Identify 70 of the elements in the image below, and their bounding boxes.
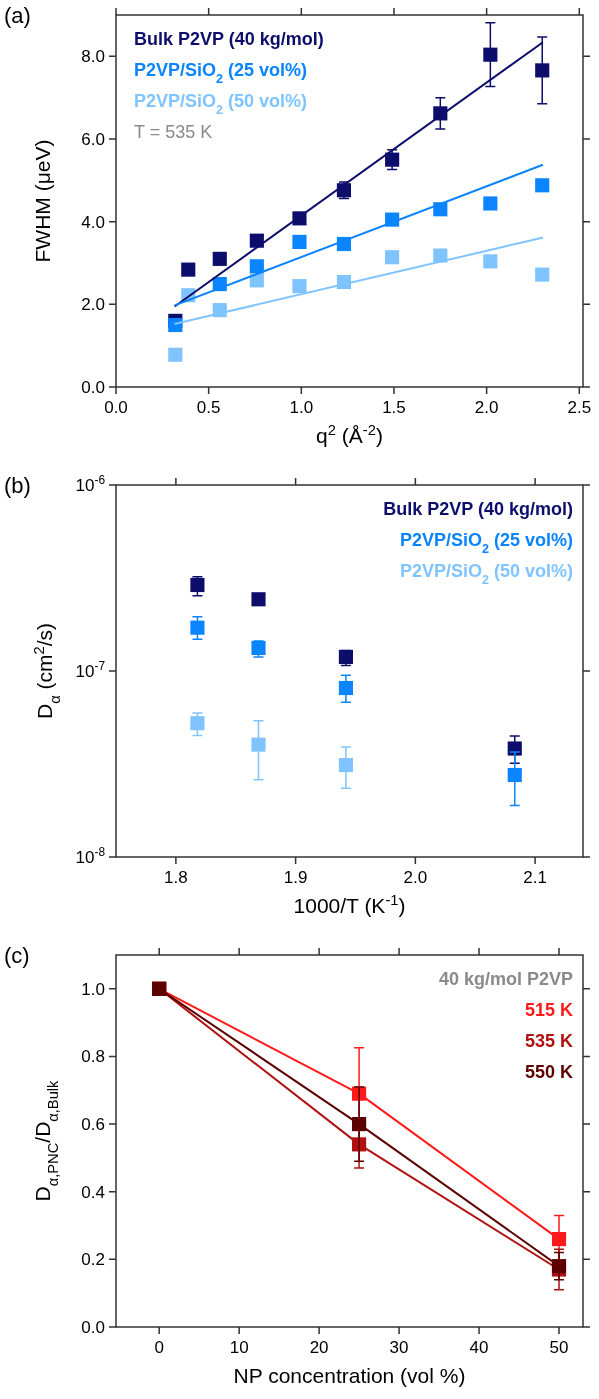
point bbox=[551, 1232, 567, 1247]
text: 515 K bbox=[524, 1000, 573, 1020]
point bbox=[483, 196, 498, 211]
point bbox=[249, 259, 264, 274]
point bbox=[212, 251, 227, 266]
point bbox=[168, 347, 183, 362]
y-axis-title: FWHM (μeV) bbox=[31, 139, 54, 263]
x-tick-label: 2.1 bbox=[523, 868, 547, 887]
point bbox=[190, 620, 205, 635]
x-tick-label: 2.0 bbox=[474, 398, 499, 417]
x-tick-label: 1.0 bbox=[289, 398, 314, 417]
point bbox=[433, 248, 448, 263]
text: Bulk P2VP (40 kg/mol) bbox=[134, 29, 324, 49]
point bbox=[483, 47, 498, 62]
point bbox=[251, 592, 266, 607]
x-tick-label: 10 bbox=[229, 1338, 249, 1357]
point bbox=[483, 254, 498, 269]
x-tick-label: 30 bbox=[389, 1338, 409, 1357]
x-tick-label: 40 bbox=[469, 1338, 489, 1357]
y-tick-label: 0.4 bbox=[81, 1182, 105, 1202]
point bbox=[385, 250, 400, 265]
text: Bulk P2VP (40 kg/mol) bbox=[383, 499, 573, 519]
x-tick-label: 0.5 bbox=[196, 398, 221, 417]
point bbox=[352, 1117, 367, 1132]
y-tick-label: 0.2 bbox=[81, 1250, 105, 1270]
point bbox=[535, 178, 550, 193]
x-axis-title: 1000/T (K$^{-1}$) bbox=[293, 892, 406, 917]
x-axis-title: NP concentration (vol %) bbox=[233, 1364, 466, 1387]
x-tick-label: 1.8 bbox=[164, 868, 188, 887]
text: (a) bbox=[4, 3, 31, 28]
y-tick-label: 10$^{-7}$ bbox=[75, 659, 106, 681]
text: P2VP/SiO$_{2}$ (25 vol%) bbox=[399, 530, 573, 556]
y-tick-label: 0.0 bbox=[81, 1318, 105, 1337]
point bbox=[507, 767, 522, 783]
x-tick-label: 2.0 bbox=[403, 868, 428, 887]
point bbox=[190, 716, 205, 731]
y-tick-label: 10$^{-8}$ bbox=[75, 845, 106, 867]
x-tick-label: 0 bbox=[154, 1338, 164, 1357]
point bbox=[190, 577, 205, 593]
text: (b) bbox=[4, 473, 31, 498]
point bbox=[251, 737, 266, 752]
annotation: T = 535 K bbox=[134, 122, 213, 142]
point bbox=[168, 317, 183, 333]
x-tick-label: 1.5 bbox=[382, 398, 406, 417]
y-tick-label: 2.0 bbox=[81, 295, 105, 315]
text: 535 K bbox=[524, 1031, 573, 1051]
y-tick-label: 10$^{-6}$ bbox=[75, 473, 106, 495]
point bbox=[292, 234, 307, 249]
x-tick-label: 50 bbox=[549, 1338, 569, 1357]
text: P2VP/SiO$_{2}$ (25 vol%) bbox=[134, 60, 308, 86]
text: (c) bbox=[4, 943, 30, 968]
point bbox=[535, 267, 550, 282]
point bbox=[181, 262, 196, 277]
y-tick-label: 1.0 bbox=[81, 979, 105, 999]
y-tick-label: 0.6 bbox=[81, 1115, 105, 1135]
x-tick-label: 0.0 bbox=[104, 398, 128, 417]
text: P2VP/SiO$_{2}$ (50 vol%) bbox=[134, 91, 308, 117]
x-axis-title: q$^{2}$ (Å$^{-2}$) bbox=[316, 422, 383, 447]
y-tick-label: 8.0 bbox=[81, 47, 105, 67]
y-tick-label: 6.0 bbox=[81, 130, 105, 149]
x-tick-label: 2.5 bbox=[567, 398, 592, 417]
text: P2VP/SiO$_{2}$ (50 vol%) bbox=[399, 561, 573, 587]
y-tick-label: 4.0 bbox=[81, 212, 105, 232]
y-tick-label: 0.8 bbox=[81, 1047, 105, 1067]
x-tick-label: 20 bbox=[309, 1338, 329, 1357]
point bbox=[292, 279, 307, 294]
legend-title: 40 kg/mol P2VP bbox=[438, 969, 573, 989]
y-tick-label: 0.0 bbox=[81, 378, 105, 397]
text: 550 K bbox=[524, 1062, 573, 1082]
x-tick-label: 1.9 bbox=[283, 868, 308, 887]
